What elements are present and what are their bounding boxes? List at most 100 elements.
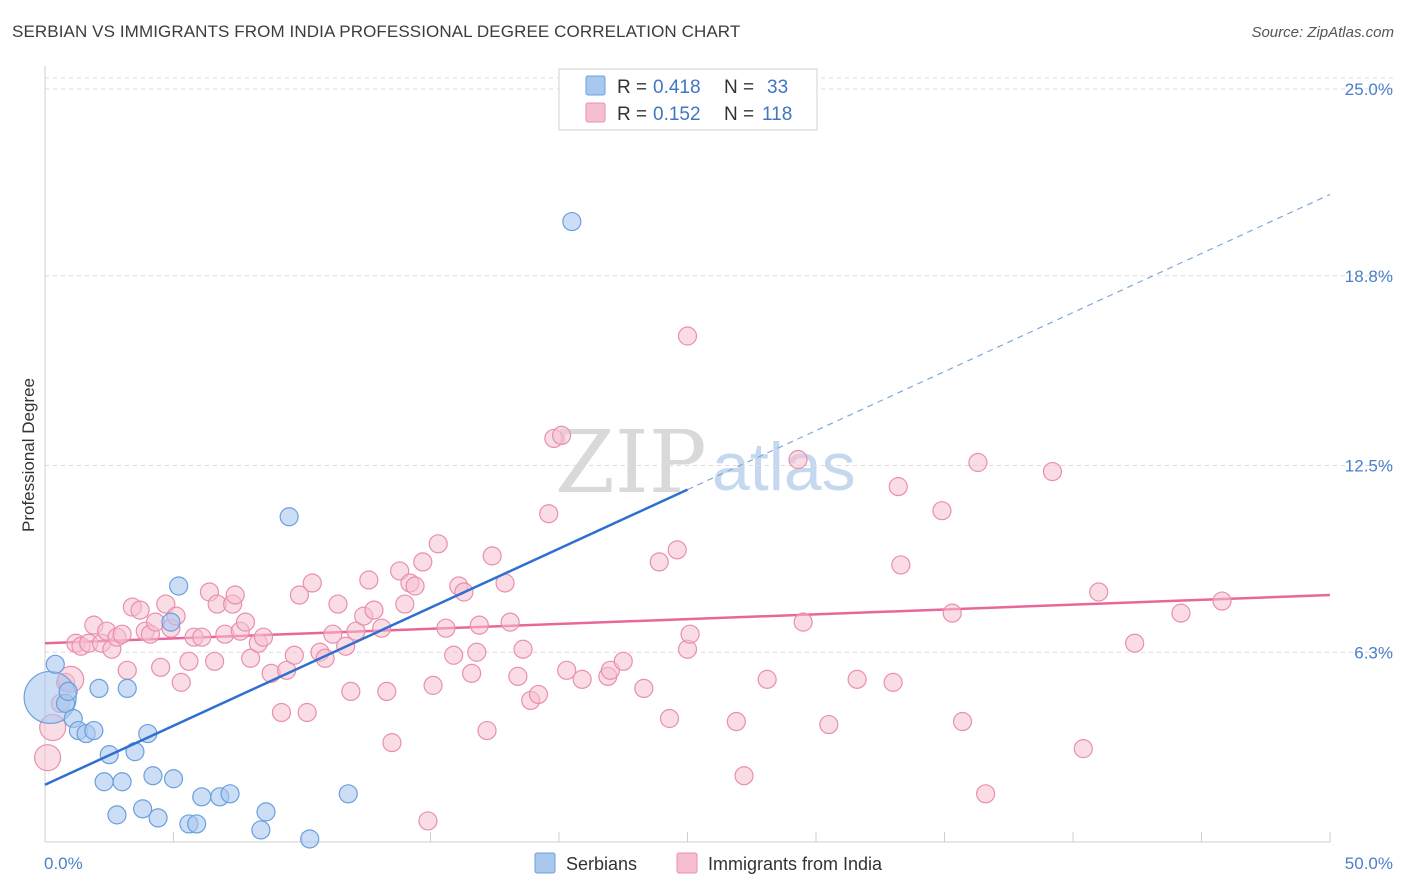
serbians-point-11 xyxy=(107,805,127,825)
chart-title: SERBIAN VS IMMIGRANTS FROM INDIA PROFESS… xyxy=(12,22,741,41)
india-point-25 xyxy=(179,651,199,671)
source-label: Source: ZipAtlas.com xyxy=(1251,24,1394,41)
series-serbians-points xyxy=(23,193,1331,849)
legend-r-label-india: R = xyxy=(617,104,647,125)
serbians-point-18 xyxy=(148,808,168,828)
india-point-65 xyxy=(423,675,443,695)
serbians-point-24 xyxy=(192,787,212,807)
india-point-85 xyxy=(557,660,577,680)
serbians-point-26 xyxy=(220,784,240,804)
serbians-point-20 xyxy=(163,769,184,789)
india-point-96 xyxy=(677,326,698,346)
india-point-24 xyxy=(171,672,191,692)
bottom-legend: Serbians Immigrants from India xyxy=(534,852,883,874)
india-point-49 xyxy=(328,594,348,614)
serbians-point-9 xyxy=(94,772,114,792)
serbians-point-1 xyxy=(45,654,65,674)
trend-line-serbians xyxy=(44,488,689,786)
india-point-98 xyxy=(734,766,754,786)
india-point-67 xyxy=(436,618,456,638)
india-point-38 xyxy=(253,627,274,647)
india-point-44 xyxy=(297,702,317,723)
legend-n-label-india: N = xyxy=(724,104,754,125)
serbians-point-3 xyxy=(58,681,78,702)
india-point-112 xyxy=(1042,461,1063,482)
india-point-20 xyxy=(151,657,171,677)
india-point-105 xyxy=(888,477,908,497)
x-tick-max: 50.0% xyxy=(1345,854,1393,873)
india-point-107 xyxy=(932,501,952,521)
india-point-109 xyxy=(952,711,973,732)
trend-line-serbians-extrapolated xyxy=(687,193,1331,491)
india-point-79 xyxy=(513,639,533,659)
india-point-108 xyxy=(942,603,962,623)
india-point-91 xyxy=(649,552,669,572)
india-point-45 xyxy=(302,573,322,593)
india-point-99 xyxy=(757,669,777,689)
india-point-110 xyxy=(968,452,988,473)
y-tick-label-1: 12.5% xyxy=(1345,457,1393,476)
india-point-81 xyxy=(528,684,549,705)
bottom-legend-swatch-india xyxy=(676,852,698,874)
grid xyxy=(45,77,1393,653)
serbians-point-30 xyxy=(300,829,320,849)
india-point-33 xyxy=(225,585,245,605)
india-point-117 xyxy=(1212,591,1232,611)
x-tick-min: 0.0% xyxy=(44,854,83,873)
watermark-atlas: atlas xyxy=(712,429,856,505)
serbians-point-21 xyxy=(169,576,189,596)
serbians-point-32 xyxy=(562,211,582,232)
india-point-48 xyxy=(323,624,343,644)
india-point-14 xyxy=(117,660,137,680)
india-point-90 xyxy=(634,678,654,699)
serbians-point-31 xyxy=(338,784,358,804)
india-point-100 xyxy=(788,449,808,470)
india-point-86 xyxy=(572,669,592,689)
india-point-62 xyxy=(405,576,425,596)
india-point-0 xyxy=(33,744,62,772)
india-point-73 xyxy=(469,615,489,635)
india-point-104 xyxy=(883,672,903,692)
india-point-29 xyxy=(205,651,225,671)
legend-r-value-serbians: 0.418 xyxy=(653,77,701,98)
serbians-point-17 xyxy=(143,766,163,786)
serbians-point-23 xyxy=(187,814,207,834)
india-point-36 xyxy=(241,648,261,668)
india-point-101 xyxy=(793,612,813,632)
serbians-point-8 xyxy=(89,678,109,699)
india-point-115 xyxy=(1125,633,1145,653)
india-point-74 xyxy=(477,720,497,741)
india-point-35 xyxy=(235,612,256,632)
india-point-27 xyxy=(192,627,212,647)
india-point-84 xyxy=(551,425,572,446)
legend-r-label-serbians: R = xyxy=(617,77,647,98)
india-point-92 xyxy=(659,708,680,729)
india-point-66 xyxy=(428,534,448,554)
serbians-point-29 xyxy=(279,507,299,527)
serbians-point-28 xyxy=(256,802,276,822)
india-point-64 xyxy=(418,811,438,831)
y-axis-label: Professional Degree xyxy=(19,378,38,532)
legend-r-value-india: 0.152 xyxy=(653,104,701,125)
india-point-68 xyxy=(444,645,464,665)
india-point-42 xyxy=(284,645,304,665)
y-tick-label-0: 6.3% xyxy=(1354,643,1393,662)
india-point-106 xyxy=(891,555,911,575)
watermark-zip: ZIP xyxy=(555,413,707,513)
india-point-77 xyxy=(500,612,520,632)
india-point-78 xyxy=(508,666,528,686)
india-point-63 xyxy=(413,552,433,572)
india-point-16 xyxy=(130,600,150,620)
india-point-52 xyxy=(346,621,366,641)
india-point-55 xyxy=(364,600,384,620)
legend-n-value-india: 118 xyxy=(762,104,792,125)
legend-n-label-serbians: N = xyxy=(724,77,754,98)
watermark: ZIP atlas xyxy=(555,413,856,513)
legend-swatch-serbians xyxy=(585,75,606,96)
serbians-point-27 xyxy=(251,820,271,840)
india-point-75 xyxy=(482,546,502,566)
india-point-43 xyxy=(289,585,310,605)
serbians-point-7 xyxy=(84,720,104,741)
bottom-legend-label-serbians: Serbians xyxy=(566,854,637,874)
